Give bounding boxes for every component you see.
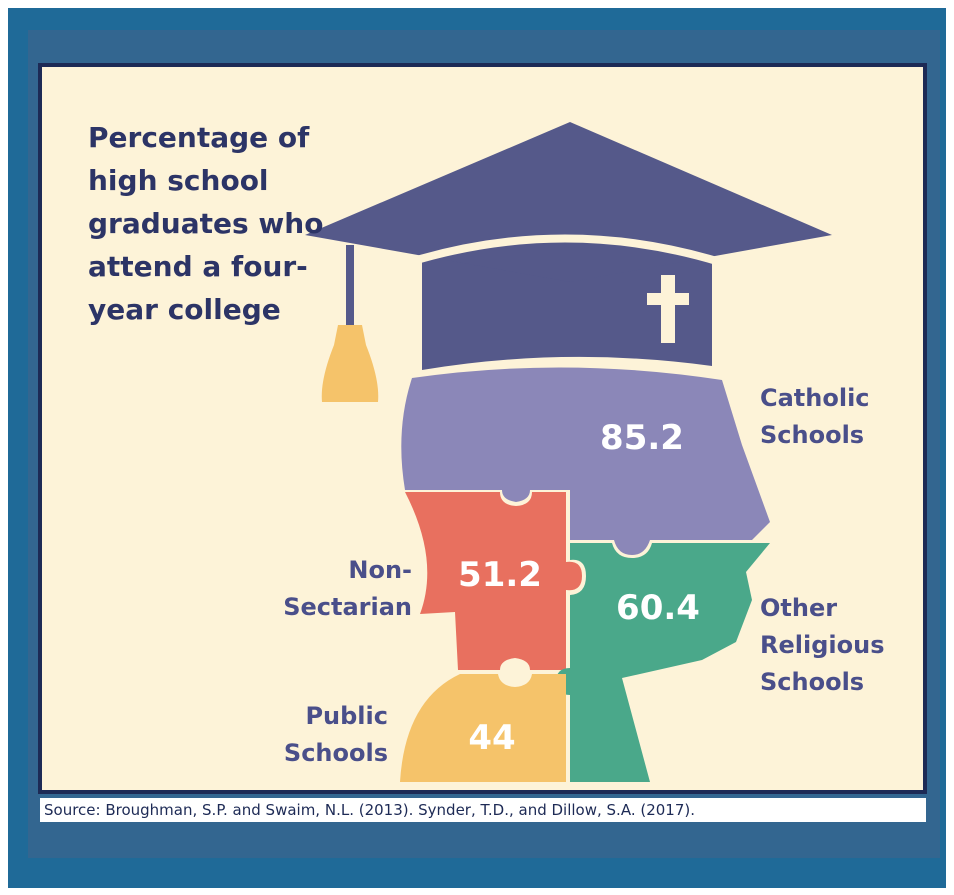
segment-label: Public Schools — [283, 702, 388, 767]
segment-label: Non-Sectarian — [283, 556, 412, 621]
tassel — [321, 325, 379, 402]
source: Source: Broughman, S.P. and Swaim, N.L. … — [40, 798, 926, 822]
cap-body — [422, 245, 712, 370]
segment-label: Catholic Schools — [760, 384, 870, 449]
mortarboard — [305, 122, 832, 282]
segment-value: 60.4 — [616, 588, 700, 628]
public-piece — [400, 674, 566, 782]
cap-rim — [408, 234, 722, 266]
other-religious-piece — [556, 543, 770, 782]
non-sectarian-piece — [405, 492, 582, 670]
cross — [647, 275, 689, 343]
segment-value: 85.2 — [600, 418, 684, 458]
segment-label: Other Religious Schools — [760, 594, 885, 696]
catholic-piece — [401, 367, 770, 555]
segment-value: 44 — [468, 718, 516, 758]
title: Percentage of high school graduates who … — [88, 121, 324, 326]
segment-value: 51.2 — [458, 555, 542, 595]
